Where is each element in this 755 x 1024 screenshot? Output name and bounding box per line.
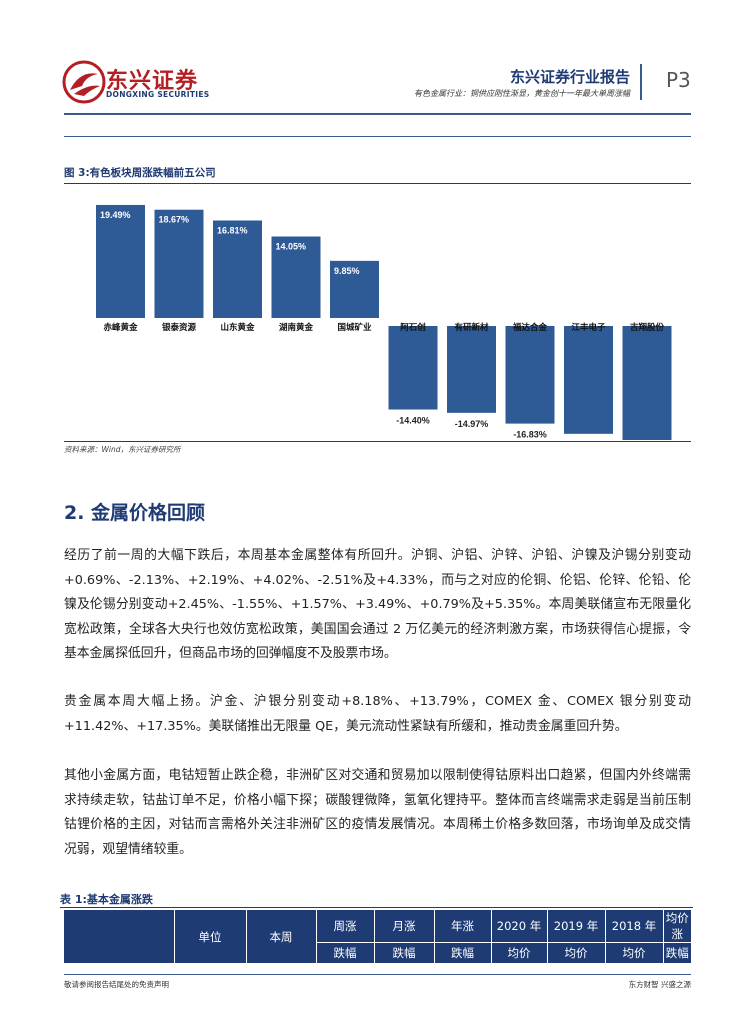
footer-slogan: 东方财智 兴盛之源 <box>628 980 691 989</box>
table-header-2019-avg-2: 均价 <box>546 942 605 963</box>
figure-title: 图 3:有色板块周涨跌幅前五公司 <box>64 167 216 179</box>
chart-bar <box>271 236 321 318</box>
table-title: 表 1:基本金属涨跌 <box>60 893 153 906</box>
paragraph-minor-metals: 其他小金属方面，电钴短暂止跌企稳，非洲矿区对交通和贸易加以限制使得钴原料出口趋紧… <box>64 768 691 857</box>
chart-bar <box>447 326 496 413</box>
chart-data-label: -14.97% <box>455 419 489 429</box>
chart-bar <box>330 260 379 318</box>
chart-category-label: 江丰电子 <box>571 322 606 333</box>
chart-data-label: -14.40% <box>396 416 430 426</box>
table-title-rule <box>60 907 693 908</box>
table-header-metal <box>64 910 174 963</box>
section-title: 2. 金属价格回顾 <box>64 502 206 524</box>
chart-category-label: 山东黄金 <box>220 322 255 333</box>
chart-bar <box>622 326 672 440</box>
footer-disclaimer: 敬请参阅报告结尾处的免责声明 <box>64 980 169 989</box>
metal-price-table: 单位 本周 周涨 月涨 年涨 2020 年 2019 年 2018 年 均价涨 … <box>64 910 691 963</box>
chart-category-label: 赤峰黄金 <box>103 322 138 333</box>
table-header-unit: 单位 <box>173 910 246 963</box>
header-divider <box>640 64 642 100</box>
table-header-monthly-change: 月涨 <box>373 910 434 943</box>
chart-category-label: 湖南黄金 <box>279 322 314 333</box>
chart-data-label: 14.05% <box>276 242 307 252</box>
figure-source: 资料来源：Wind，东兴证券研究所 <box>64 445 181 454</box>
chart-data-label: 18.67% <box>159 215 190 225</box>
table-header-yearly-change-2: 跌幅 <box>433 942 491 963</box>
table-header-avg-change: 均价涨 <box>662 910 691 943</box>
chart-data-label: 19.49% <box>100 210 131 220</box>
chart-category-label: 阿石创 <box>400 322 426 333</box>
table-header-2018-avg: 2018 年 <box>604 910 663 943</box>
chart-bar <box>388 326 438 410</box>
page-number: P3 <box>666 68 691 92</box>
table-header-2020-avg-2: 均价 <box>490 942 547 963</box>
paragraph-base-metals: 经历了前一周的大幅下跌后，本周基本金属整体有所回升。沪铜、沪铝、沪锌、沪铅、沪镍… <box>64 548 691 661</box>
table-header-weekly-change: 周涨 <box>315 910 374 943</box>
bar-chart: 19.49% 赤峰黄金 18.67% 银泰资源 16.81% 山东黄金 14.05% 湖南黄金… <box>96 204 672 440</box>
table-header-2019-avg: 2019 年 <box>546 910 605 943</box>
chart-bar <box>505 326 555 424</box>
footer-rule <box>64 974 691 975</box>
table-header-weekly-change-2: 跌幅 <box>315 942 374 963</box>
table-header-2018-avg-2: 均价 <box>604 942 663 963</box>
chart-data-label: 16.81% <box>217 226 248 236</box>
header-rule <box>64 113 691 115</box>
chart-category-label: 银泰资源 <box>161 322 197 333</box>
chart-bar <box>213 220 262 318</box>
figure-top-rule <box>64 183 691 184</box>
logo-text: 东兴证券 <box>106 69 199 94</box>
chart-category-label: 吉翔股份 <box>630 322 665 333</box>
chart-data-label: -16.83% <box>513 430 547 440</box>
logo-english-text: DONGXING SECURITIES <box>106 90 210 99</box>
figure-bottom-rule <box>64 441 691 442</box>
chart-category-label: 有研新材 <box>454 322 489 333</box>
chart-category-label: 国城矿业 <box>337 322 372 333</box>
chart-bar <box>154 209 204 318</box>
table-header-monthly-change-2: 跌幅 <box>373 942 434 963</box>
chart-bar <box>564 326 613 434</box>
paragraph-precious-metals: 贵金属本周大幅上扬。沪金、沪银分别变动+8.18%、+13.79%，COMEX … <box>64 694 691 734</box>
chart-bar <box>96 204 145 318</box>
chart-data-label: 9.85% <box>334 266 360 276</box>
table-header-2020-avg: 2020 年 <box>490 910 547 943</box>
table-header-this-week: 本周 <box>245 910 316 963</box>
report-subtitle: 有色金属行业：铜供应刚性渐显，黄金创十一年最大单周涨幅 <box>414 89 630 98</box>
brand-logo-icon <box>62 60 106 104</box>
report-title: 东兴证券行业报告 <box>509 68 630 86</box>
chart-category-label: 福达合金 <box>512 322 548 333</box>
table-header-yearly-change: 年涨 <box>433 910 491 943</box>
table-header-avg-change-2: 跌幅 <box>662 942 691 963</box>
header-rule-secondary <box>64 136 691 137</box>
